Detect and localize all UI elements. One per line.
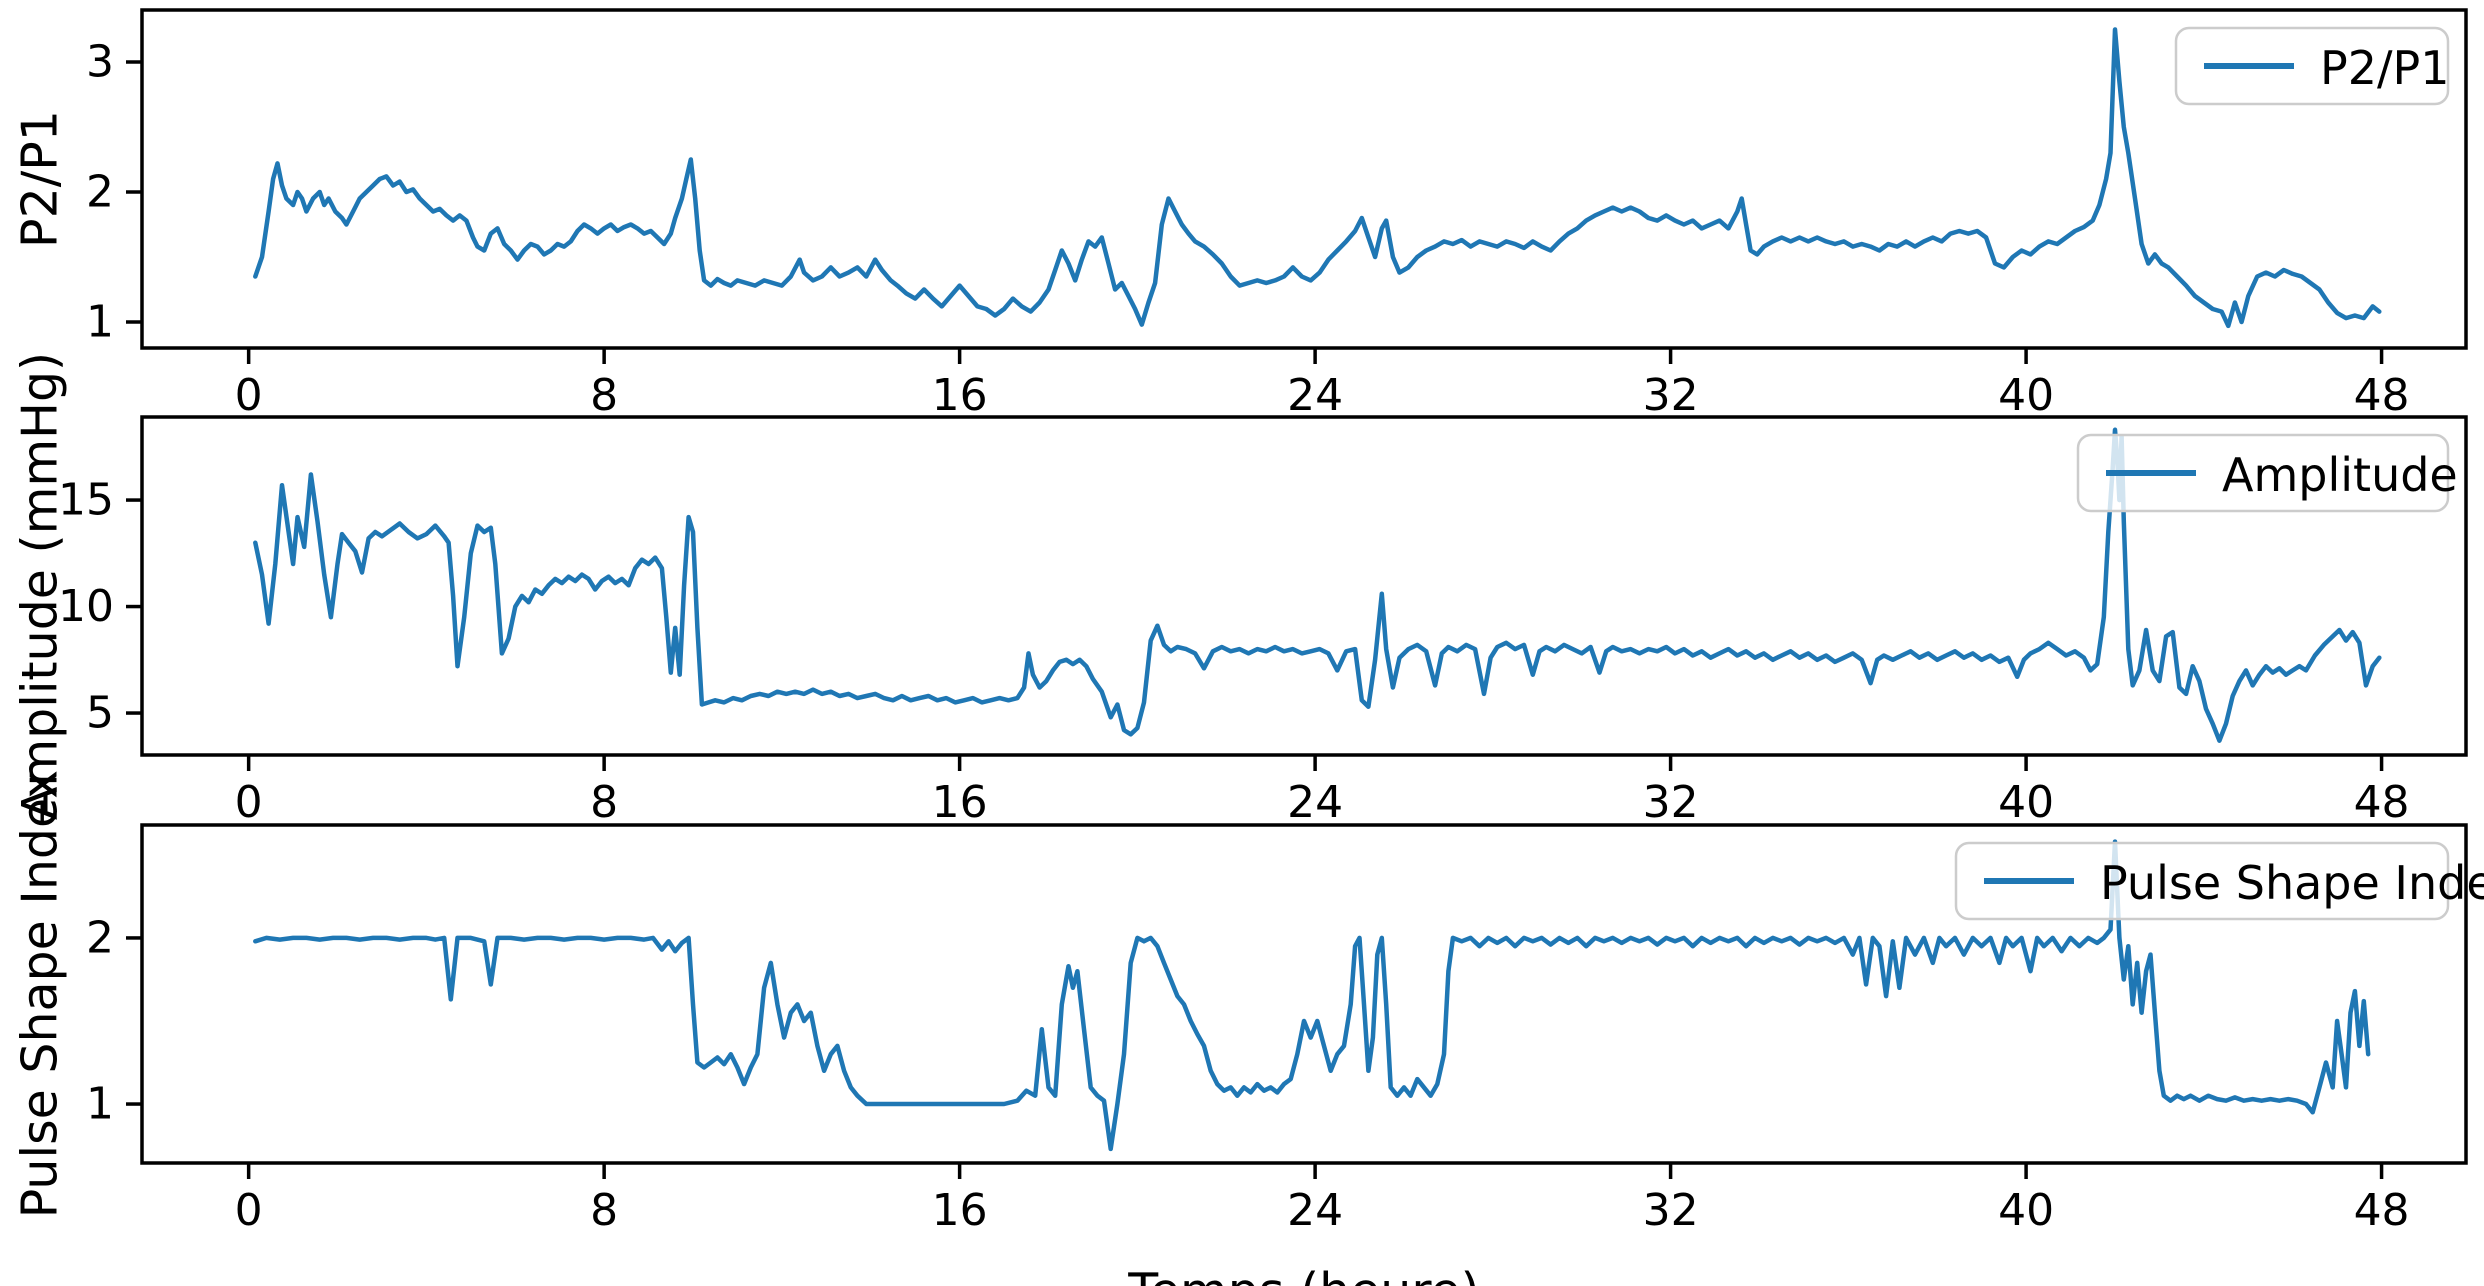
x-axis-label: Temps (heure) [1127,1263,1479,1286]
axes-spines [140,415,2468,757]
y-tick-label: 5 [86,688,114,739]
x-tick-label: 0 [235,1185,263,1236]
x-tick-label: 40 [1998,777,2054,828]
legend-amplitude: Amplitude [2076,433,2458,513]
x-tick-label: 8 [590,777,618,828]
y-axis-label: P2/P1 [12,110,69,248]
x-tick-label: 0 [235,370,263,421]
legend-box [2076,433,2450,513]
subplot-p2p1: 1 2 3 0 8 16 24 32 40 48 P2/P1 P2/P1 [12,8,2468,421]
x-tick-label: 8 [590,1185,618,1236]
x-tick-label: 16 [932,370,988,421]
x-tick-label: 16 [932,777,988,828]
y-tick-label: 1 [86,1079,114,1130]
subplot-amplitude: 5 10 15 0 8 16 24 32 40 48 Amplitude (mmHg) Amplitu… [12,352,2468,828]
y-tick-label: 3 [86,37,114,88]
x-tick-label: 40 [1998,370,2054,421]
x-tick-label: 24 [1287,777,1343,828]
x-tick-label: 24 [1287,1185,1343,1236]
x-tick-label: 40 [1998,1185,2054,1236]
y-tick-label: 2 [86,167,114,218]
x-tick-label: 0 [235,777,263,828]
x-tick-label: 48 [2354,777,2410,828]
series-line-amplitude [253,427,2382,743]
y-axis-label: Pulse Shape Index [12,770,69,1219]
x-tick-label: 16 [932,1185,988,1236]
x-tick-label: 8 [590,370,618,421]
legend-psi: Pulse Shape Index [1954,841,2484,921]
y-tick-label: 10 [58,581,114,632]
legend-label: Amplitude [2222,448,2458,502]
x-tick-label: 48 [2354,370,2410,421]
legend-label: P2/P1 [2320,41,2450,95]
y-axis-label: Amplitude (mmHg) [12,352,69,820]
axes-spines [140,823,2468,1165]
x-tick-label: 48 [2354,1185,2410,1236]
y-tick-label: 2 [86,912,114,963]
subplot-psi: 1 2 0 8 16 24 32 40 48 Pulse Shape Index Pulse Sha… [12,770,2484,1236]
axes-spines [140,8,2468,350]
series-line-psi [253,839,2371,1152]
series-line-p2p1 [253,27,2382,329]
legend-box [1954,841,2450,921]
x-tick-label: 24 [1287,370,1343,421]
x-tick-label: 32 [1643,370,1699,421]
x-tick-label: 32 [1643,1185,1699,1236]
x-tick-label: 32 [1643,777,1699,828]
y-tick-label: 15 [58,475,114,526]
legend-label: Pulse Shape Index [2100,856,2484,910]
legend-box [2174,26,2450,106]
y-tick-label: 1 [86,297,114,348]
legend-p2p1: P2/P1 [2174,26,2450,106]
